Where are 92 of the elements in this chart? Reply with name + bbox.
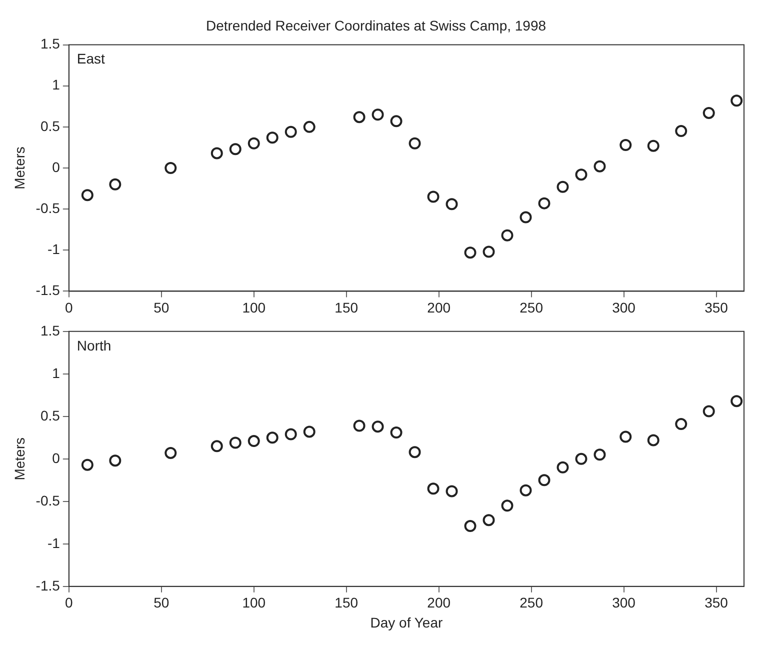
- point: [702, 405, 715, 418]
- point: [647, 140, 660, 152]
- point: [594, 160, 606, 172]
- point: [109, 454, 122, 467]
- point: [229, 436, 242, 449]
- point: [620, 430, 632, 443]
- point: [446, 485, 458, 498]
- x-tick-label: 200: [427, 594, 451, 611]
- y-tick-label: 1: [52, 76, 60, 93]
- point: [464, 246, 476, 259]
- point: [501, 500, 514, 512]
- y-tick-label: 0.5: [40, 118, 60, 134]
- x-tick-label: 50: [154, 594, 170, 611]
- point: [210, 147, 223, 160]
- point: [702, 106, 715, 119]
- point: [427, 482, 440, 495]
- point: [556, 461, 569, 474]
- point: [248, 137, 260, 150]
- point: [210, 440, 223, 452]
- x-tick-label: 50: [154, 299, 170, 316]
- point: [575, 452, 588, 465]
- point: [408, 137, 421, 150]
- point: [594, 448, 606, 461]
- point: [675, 125, 688, 138]
- point: [164, 162, 177, 174]
- x-tick-label: 250: [520, 594, 544, 611]
- point: [620, 139, 632, 152]
- point: [464, 520, 476, 532]
- point: [538, 474, 550, 486]
- x-tick-label: 200: [427, 299, 451, 316]
- point: [390, 426, 402, 439]
- y-tick-label: -1: [47, 534, 60, 551]
- point: [353, 420, 366, 432]
- point: [482, 514, 495, 526]
- y-tick-label: 1.5: [40, 36, 60, 52]
- point: [730, 94, 743, 107]
- x-axis-title: Day of Year: [370, 614, 443, 630]
- point: [575, 168, 588, 181]
- point: [266, 132, 278, 144]
- point: [266, 432, 278, 444]
- y-tick-label: -0.5: [36, 200, 60, 216]
- y-axis-title: Meters: [11, 438, 28, 480]
- point: [81, 189, 94, 202]
- y-tick-label: -1.5: [36, 282, 60, 298]
- point: [427, 190, 440, 203]
- chart-title: Detrended Receiver Coordinates at Swiss Camp, 1998: [206, 17, 546, 34]
- y-tick-label: 0: [52, 450, 60, 466]
- point: [372, 108, 384, 121]
- x-tick-label: 150: [334, 299, 358, 316]
- point: [81, 458, 94, 471]
- point: [284, 126, 297, 138]
- point: [538, 197, 550, 210]
- x-tick-label: 350: [704, 299, 728, 316]
- point: [520, 484, 532, 496]
- point: [164, 446, 177, 459]
- y-tick-label: -1.5: [36, 577, 60, 594]
- x-tick-label: 100: [242, 299, 266, 316]
- x-tick-label: 0: [65, 594, 74, 611]
- point: [408, 446, 421, 458]
- point: [303, 426, 316, 438]
- point: [372, 420, 384, 433]
- x-tick-label: 100: [242, 594, 266, 611]
- point: [647, 434, 660, 446]
- x-tick-label: 300: [612, 299, 636, 316]
- x-tick-label: 150: [334, 594, 358, 611]
- annotation: North: [76, 337, 112, 354]
- point: [353, 111, 366, 124]
- y-tick-label: 0.5: [40, 407, 60, 424]
- point: [284, 428, 297, 440]
- y-tick-label: 0: [52, 158, 60, 175]
- point: [248, 435, 260, 448]
- y-tick-label: -1: [47, 240, 60, 257]
- y-tick-label: 1: [52, 364, 60, 381]
- x-tick-label: 300: [612, 594, 636, 611]
- annotation: East: [76, 50, 106, 67]
- point: [730, 395, 743, 408]
- x-tick-label: 250: [520, 299, 544, 316]
- point: [675, 418, 688, 430]
- y-axis-title: Meters: [11, 146, 28, 190]
- point: [446, 198, 458, 210]
- x-tick-label: 0: [65, 299, 74, 316]
- point: [109, 178, 122, 190]
- point: [520, 211, 532, 224]
- point: [229, 143, 242, 156]
- point: [303, 120, 316, 133]
- point: [501, 229, 514, 242]
- y-tick-label: -0.5: [36, 492, 60, 508]
- y-tick-label: 1.5: [40, 322, 60, 338]
- x-tick-label: 350: [704, 594, 728, 611]
- point: [390, 115, 402, 128]
- point: [556, 180, 569, 193]
- point: [482, 246, 495, 258]
